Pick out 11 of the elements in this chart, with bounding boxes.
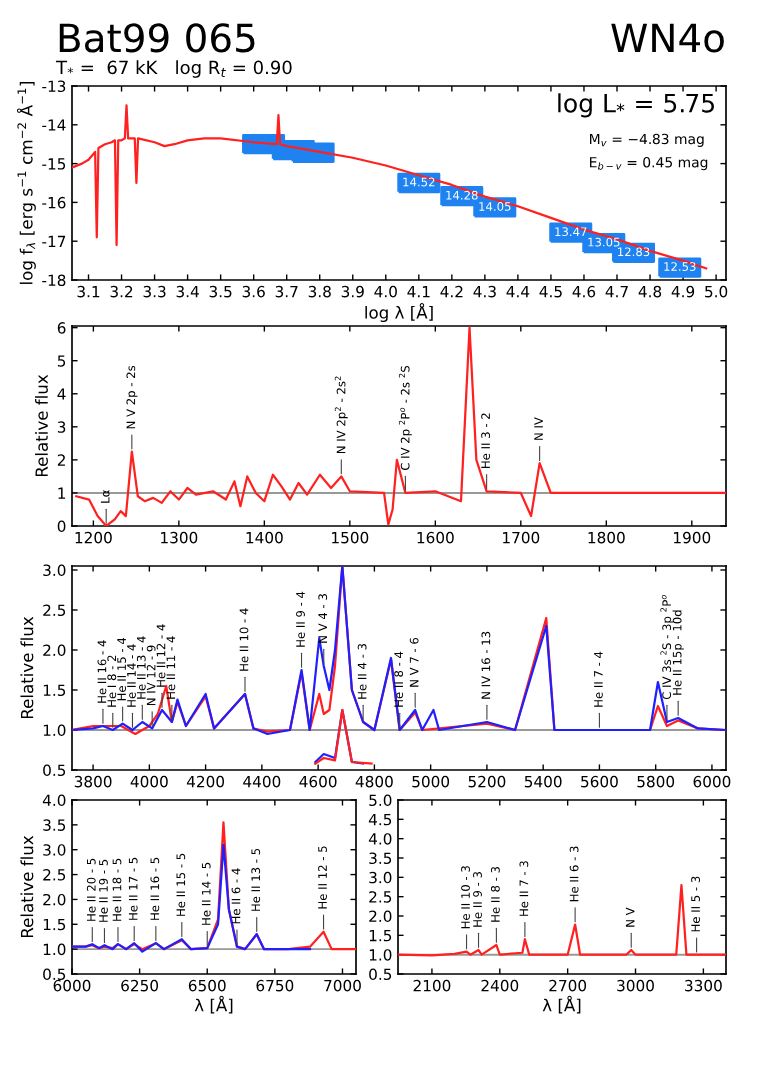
y-axis-title: Relative flux [20,835,34,938]
y-axis-title: Relative flux [35,374,48,477]
annotation: log L$_{*}$ = 5.75 [558,93,714,118]
y-axis-title: Relative flux [20,616,34,719]
chart-title: Bat99 065 [59,23,255,53]
text: log f$_{λ}$ [erg s$^{−1}$ cm$^{−2}$ Å$^{−1}$] [16,82,36,284]
chart-subtitle: T$_{*}$ = 67 kK log R$_{t}$ = 0.90 [55,60,292,78]
x-axis-title: log λ [Å] [365,303,433,323]
x-axis-title: λ [Å] [194,995,233,1014]
x-axis-title: λ [Å] [542,995,581,1014]
text: WN4o [611,23,724,53]
